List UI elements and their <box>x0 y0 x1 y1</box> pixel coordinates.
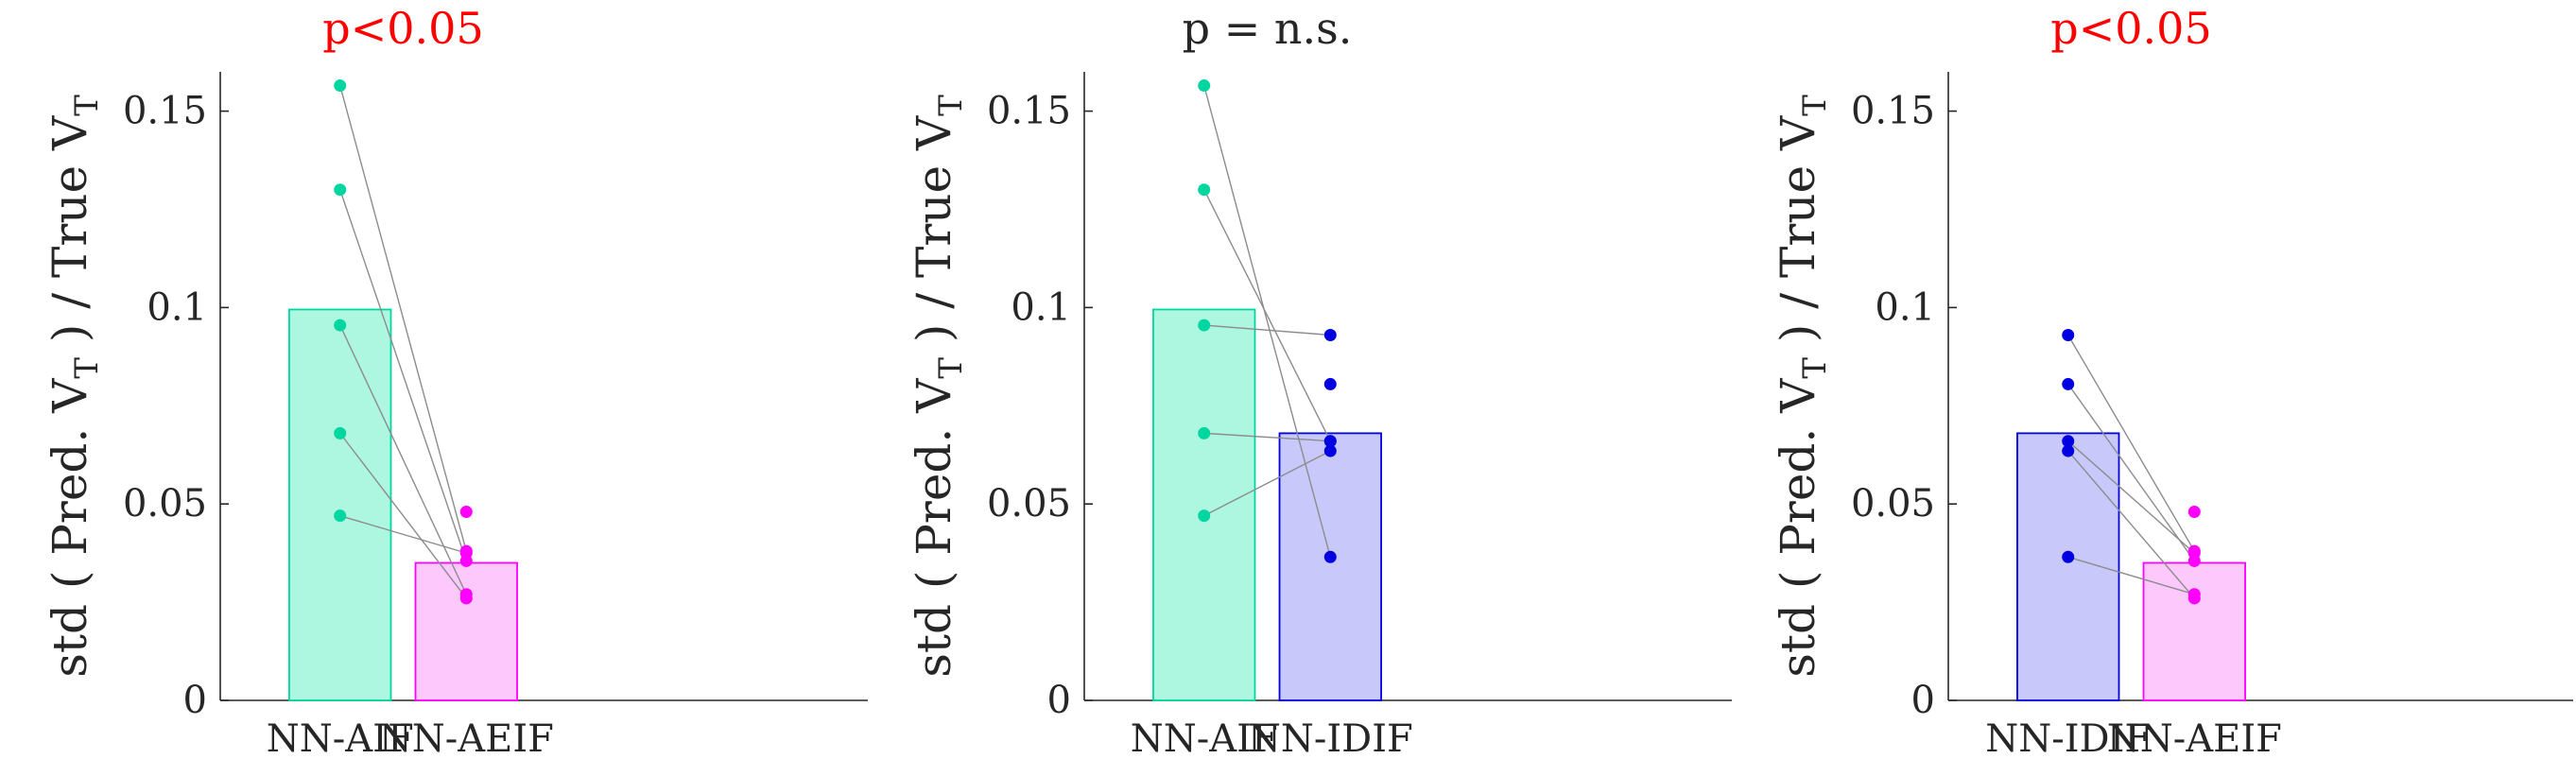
y-tick-label: 0.05 <box>123 482 207 526</box>
y-tick-label: 0.1 <box>1011 285 1071 329</box>
label-part: ) / True V <box>1771 115 1825 357</box>
data-point <box>1198 509 1211 523</box>
data-point <box>1198 426 1211 440</box>
y-axis-label: std ( Pred. VT ) / True VT <box>43 95 106 678</box>
data-point <box>334 426 347 440</box>
pair-line <box>2067 440 2195 554</box>
data-point <box>1323 328 1337 341</box>
data-point <box>2187 546 2201 560</box>
pair-line <box>339 432 467 599</box>
pair-line <box>1203 189 1331 442</box>
p-value-title: p<0.05 <box>322 3 483 54</box>
data-point <box>2062 328 2075 341</box>
data-point <box>2187 506 2201 518</box>
subscript: T <box>68 357 106 379</box>
subscript: T <box>932 357 970 379</box>
data-point <box>1323 377 1337 390</box>
label-part: std ( Pred. V <box>907 378 961 678</box>
y-tick-label: 0.15 <box>1851 90 1935 133</box>
subscript: T <box>68 95 106 116</box>
data-point <box>1198 79 1211 93</box>
data-point <box>334 183 347 197</box>
label-part: ) / True V <box>907 115 961 357</box>
y-tick-label: 0 <box>183 679 207 722</box>
data-point <box>1198 319 1211 332</box>
data-point <box>334 79 347 93</box>
x-tick-label: NN-IDIF <box>1248 717 1413 761</box>
bar-nn-aeif <box>414 561 518 701</box>
y-tick-label: 0 <box>1047 679 1071 722</box>
x-tick-label: NN-AEIF <box>2107 717 2282 761</box>
y-tick-label: 0.1 <box>147 285 207 329</box>
data-point <box>2062 435 2075 448</box>
data-point <box>1323 435 1337 448</box>
y-tick-label: 0 <box>1911 679 1935 722</box>
bar-nn-aif <box>1152 308 1256 701</box>
data-point <box>1323 444 1337 457</box>
pair-line <box>339 85 467 552</box>
data-point <box>334 509 347 523</box>
p-value-title: p = n.s. <box>1183 3 1353 54</box>
pair-line <box>2067 335 2195 552</box>
x-tick-label: NN-AIF <box>1131 717 1278 761</box>
data-point <box>1198 183 1211 197</box>
label-part: std ( Pred. V <box>1771 378 1825 678</box>
data-point <box>459 592 473 605</box>
pair-line <box>2067 556 2195 595</box>
pair-line <box>339 514 467 554</box>
y-tick-label: 0.15 <box>123 90 207 133</box>
bar-nn-aif <box>288 308 392 701</box>
data-point <box>2062 444 2075 457</box>
pair-line <box>1203 324 1331 336</box>
pair-line <box>1203 432 1331 442</box>
y-tick-label: 0.15 <box>987 90 1071 133</box>
subscript: T <box>1796 95 1834 116</box>
pair-line <box>2067 450 2195 599</box>
pair-line <box>339 324 467 595</box>
data-point <box>1323 550 1337 563</box>
data-point <box>334 319 347 332</box>
pair-line <box>1203 85 1331 558</box>
data-point <box>2187 588 2201 601</box>
data-point <box>2062 550 2075 563</box>
data-point <box>2062 377 2075 390</box>
pair-line <box>339 189 467 561</box>
pair-line <box>1203 450 1331 517</box>
y-tick-label: 0.05 <box>1851 482 1935 526</box>
x-tick-label: NN-AEIF <box>379 717 554 761</box>
x-tick-label: NN-AIF <box>267 717 414 761</box>
subscript: T <box>932 95 970 116</box>
y-tick-label: 0.1 <box>1875 285 1935 329</box>
x-tick-label: NN-IDIF <box>1985 717 2151 761</box>
data-point <box>459 546 473 560</box>
data-point <box>459 506 473 518</box>
p-value-title: p<0.05 <box>2050 3 2211 54</box>
bar-nn-idif <box>1278 432 1382 701</box>
pair-line <box>2067 384 2195 561</box>
subscript: T <box>1796 357 1834 379</box>
bar-nn-aeif <box>2142 561 2246 701</box>
label-part: std ( Pred. V <box>43 378 97 678</box>
y-axis-label: std ( Pred. VT ) / True VT <box>907 95 970 678</box>
label-part: ) / True V <box>43 115 97 357</box>
y-axis-label: std ( Pred. VT ) / True VT <box>1771 95 1834 678</box>
y-tick-label: 0.05 <box>987 482 1071 526</box>
